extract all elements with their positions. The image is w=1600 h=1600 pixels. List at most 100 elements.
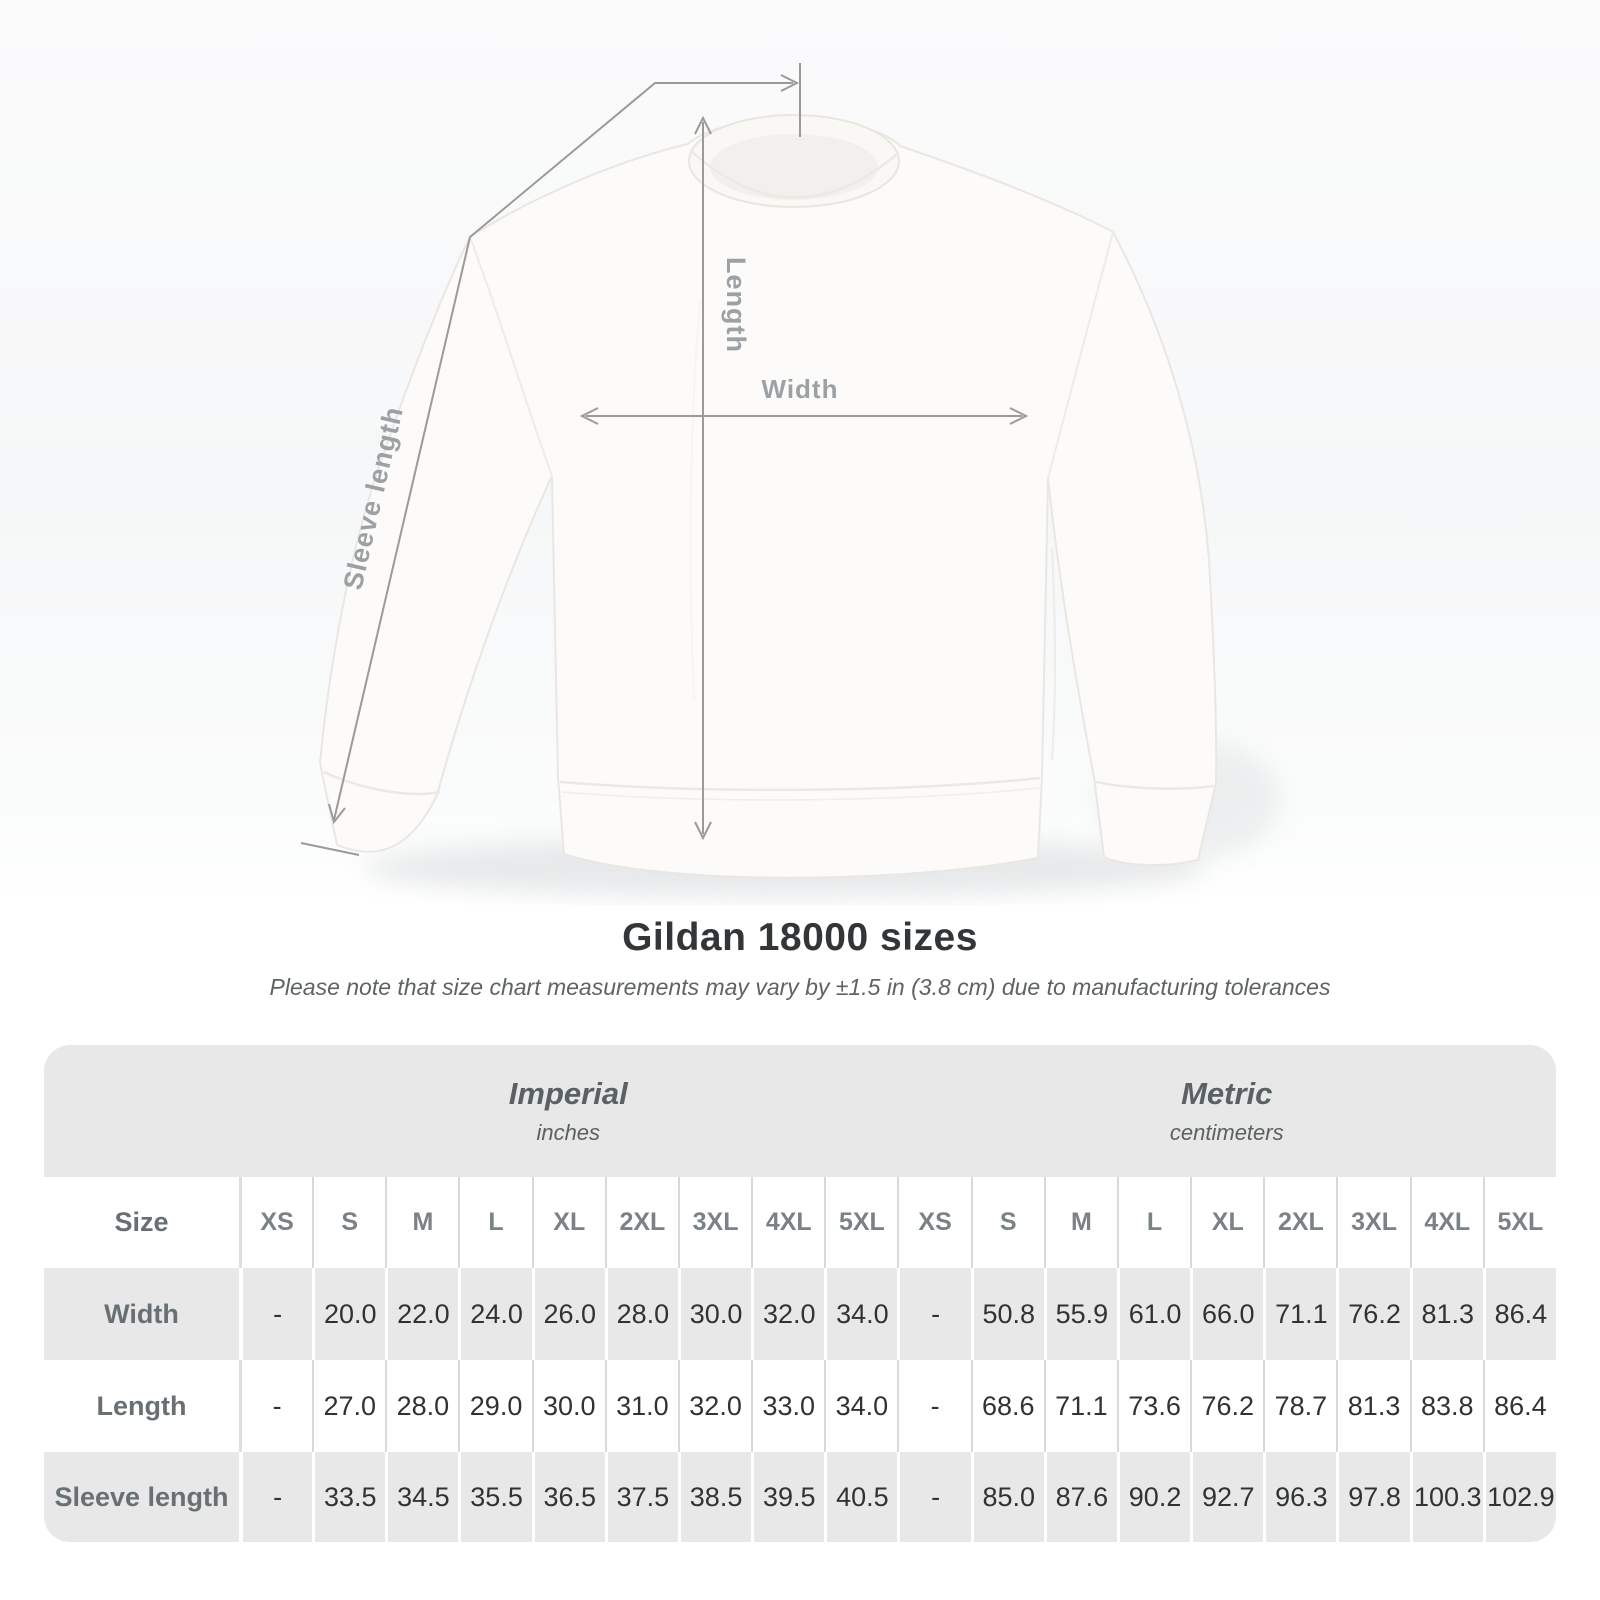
metric-value: 97.8: [1336, 1452, 1409, 1542]
imperial-value: 34.0: [824, 1268, 897, 1360]
imperial-value: 35.5: [458, 1452, 531, 1542]
imperial-unit: inches: [536, 1120, 601, 1145]
size-col-header-metric: 4XL: [1409, 1177, 1483, 1268]
imperial-value: 34.5: [385, 1452, 458, 1542]
length-dimension-label: Length: [721, 257, 751, 353]
imperial-value: 38.5: [677, 1452, 751, 1542]
row-label: Width: [104, 1298, 179, 1329]
size-col-header-metric: XS: [897, 1177, 970, 1268]
imperial-value: 33.0: [751, 1360, 824, 1452]
page-title: Gildan 18000 sizes: [622, 916, 978, 959]
size-col-header-imperial: 5XL: [824, 1177, 897, 1268]
imperial-value: -: [239, 1360, 312, 1452]
row-label: Sleeve length: [54, 1481, 229, 1512]
size-col-header-metric: S: [970, 1177, 1044, 1268]
metric-value: 68.6: [970, 1360, 1044, 1452]
sleeve-arrowhead-cuff: [328, 803, 346, 825]
metric-value: 85.0: [970, 1452, 1044, 1542]
size-col-header-metric: L: [1116, 1177, 1190, 1268]
size-col-header-imperial: 4XL: [751, 1177, 824, 1268]
imperial-value: 28.0: [385, 1360, 458, 1452]
length-arrowhead-top: [694, 115, 712, 135]
imperial-value: -: [239, 1452, 312, 1542]
sweatshirt-illustration: [318, 114, 1218, 879]
sleeve-arrowhead-right: [780, 74, 800, 92]
metric-value: 78.7: [1263, 1360, 1336, 1452]
size-col-header-imperial: 3XL: [677, 1177, 751, 1268]
metric-value: 96.3: [1263, 1452, 1336, 1542]
neck-seam: [691, 151, 898, 199]
imperial-value: -: [239, 1268, 312, 1360]
imperial-value: 32.0: [751, 1268, 824, 1360]
imperial-value: 32.0: [677, 1360, 751, 1452]
imperial-value: 20.0: [312, 1268, 385, 1360]
sleeve-length-line: [333, 82, 793, 821]
row-label: Length: [96, 1390, 187, 1421]
metric-value: 92.7: [1190, 1452, 1263, 1542]
fold-line-2: [689, 299, 701, 701]
size-col-header-metric: XL: [1190, 1177, 1263, 1268]
imperial-value: 39.5: [751, 1452, 824, 1542]
metric-value: 76.2: [1190, 1360, 1263, 1452]
metric-value: 87.6: [1043, 1452, 1117, 1542]
metric-value: 61.0: [1116, 1268, 1190, 1360]
imperial-value: 37.5: [604, 1452, 678, 1542]
imperial-section-header: Imperial inches: [239, 1076, 898, 1146]
size-header-row: Size XS S M L XL 2XL 3XL 4XL 5XL XS S M L XL 2XL 3XL 4XL 5…: [44, 1177, 1556, 1268]
dimension-annotations: [300, 63, 1029, 856]
left-cuff-seam: [323, 770, 441, 796]
size-col-header-imperial: XS: [239, 1177, 312, 1268]
product-photo: Length Width Sleeve length: [0, 0, 1600, 905]
cuff-reference-tick: [300, 842, 360, 856]
metric-value: 90.2: [1116, 1452, 1190, 1542]
size-col-header-imperial: M: [385, 1177, 458, 1268]
imperial-value: 33.5: [312, 1452, 385, 1542]
sweatshirt-diagram: Length Width Sleeve length: [0, 0, 1600, 905]
size-table-grid: Size XS S M L XL 2XL 3XL 4XL 5XL XS S M L XL 2XL 3XL 4XL 5…: [44, 1177, 1556, 1542]
metric-value: -: [897, 1268, 970, 1360]
imperial-value: 36.5: [531, 1452, 605, 1542]
tolerance-note: Please note that size chart measurements…: [269, 974, 1331, 1000]
metric-value: 71.1: [1043, 1360, 1117, 1452]
imperial-title: Imperial: [508, 1076, 628, 1111]
imperial-value: 30.0: [677, 1268, 751, 1360]
left-armhole-seam: [469, 236, 553, 477]
metric-unit: centimeters: [1169, 1120, 1284, 1145]
fold-line: [1051, 547, 1056, 761]
metric-value: 100.3: [1409, 1452, 1483, 1542]
length-arrowhead-bottom: [694, 821, 712, 841]
metric-section-header: Metric centimeters: [898, 1076, 1557, 1146]
measurement-row-width: Width -20.0 22.0 24.0 26.0 28.0 30.0 32.0 34.0-5…: [44, 1268, 1556, 1360]
metric-value: 86.4: [1482, 1360, 1556, 1452]
imperial-value: 30.0: [531, 1360, 605, 1452]
metric-value: 73.6: [1116, 1360, 1190, 1452]
width-dimension-label: Width: [762, 374, 839, 404]
imperial-value: 28.0: [604, 1268, 678, 1360]
collar-opening: [710, 134, 878, 200]
metric-value: 81.3: [1409, 1268, 1483, 1360]
metric-value: 86.4: [1482, 1268, 1556, 1360]
unit-section-band: Imperial inches Metric centimeters: [44, 1045, 1556, 1177]
metric-value: 83.8: [1409, 1360, 1483, 1452]
metric-value: 55.9: [1043, 1268, 1117, 1360]
right-armhole-seam: [1047, 231, 1114, 479]
hem-seam: [559, 776, 1041, 792]
size-col-header-imperial: L: [458, 1177, 531, 1268]
imperial-value: 27.0: [312, 1360, 385, 1452]
metric-value: -: [897, 1452, 970, 1542]
right-cuff-seam: [1095, 780, 1215, 790]
imperial-value: 26.0: [531, 1268, 605, 1360]
hem-stitch: [561, 787, 1040, 801]
metric-value: 81.3: [1336, 1360, 1409, 1452]
imperial-value: 24.0: [458, 1268, 531, 1360]
imperial-value: 22.0: [385, 1268, 458, 1360]
size-col-header-metric: M: [1043, 1177, 1117, 1268]
imperial-value: 34.0: [824, 1360, 897, 1452]
metric-value: 50.8: [970, 1268, 1044, 1360]
metric-value: -: [897, 1360, 970, 1452]
measurement-row-length: Length -27.0 28.0 29.0 30.0 31.0 32.0 33.0 34.0-…: [44, 1360, 1556, 1452]
size-col-header-imperial: XL: [531, 1177, 605, 1268]
size-col-header-metric: 3XL: [1336, 1177, 1409, 1268]
size-table: Imperial inches Metric centimeters Size X…: [44, 1045, 1556, 1542]
